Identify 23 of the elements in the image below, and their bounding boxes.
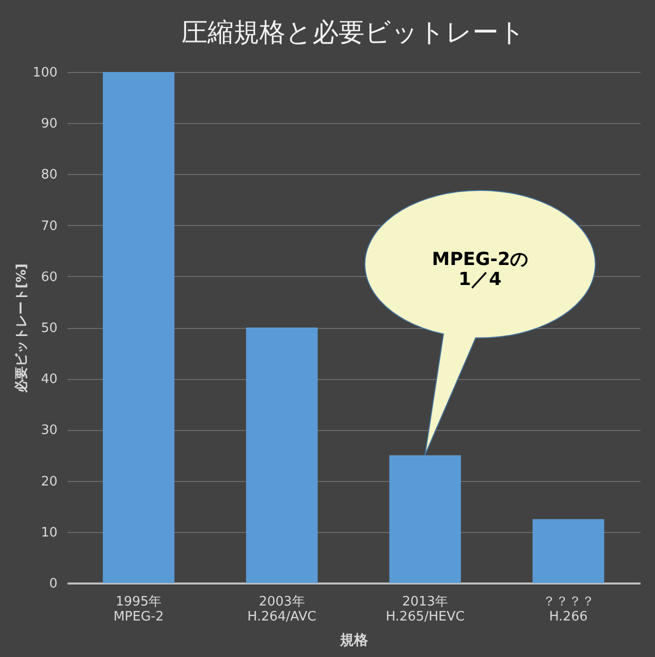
y-tick-label: 70	[40, 218, 58, 234]
y-tick-label: 50	[40, 321, 58, 336]
bar	[102, 72, 174, 583]
bar	[389, 455, 461, 583]
x-tick-label: 2013年 H.265/HEVC	[386, 594, 465, 624]
bar	[532, 519, 604, 583]
y-tick-label: 10	[40, 525, 58, 540]
y-tick-label: 20	[40, 474, 58, 490]
x-tick-label: 2003年 H.264/AVC	[247, 594, 316, 624]
y-axis-title: 必要ビットレート[%]	[14, 264, 30, 394]
x-tick-label: ？？？？ H.266	[542, 594, 594, 624]
y-tick-label: 60	[40, 270, 58, 285]
bar	[246, 328, 318, 583]
y-tick-label: 80	[40, 168, 58, 183]
y-tick-label: 40	[40, 372, 58, 388]
y-tick-label: 30	[40, 423, 58, 438]
x-axis-title: 規格	[339, 632, 369, 648]
y-tick-label: 100	[32, 66, 58, 80]
chart-title: 圧縮規格と必要ビットレート	[182, 18, 526, 48]
y-tick-label: 0	[49, 576, 58, 592]
y-tick-label: 90	[40, 116, 58, 132]
x-tick-label: 1995年 MPEG-2	[113, 594, 164, 624]
annotation: MPEG-2の 1／4	[432, 249, 528, 290]
